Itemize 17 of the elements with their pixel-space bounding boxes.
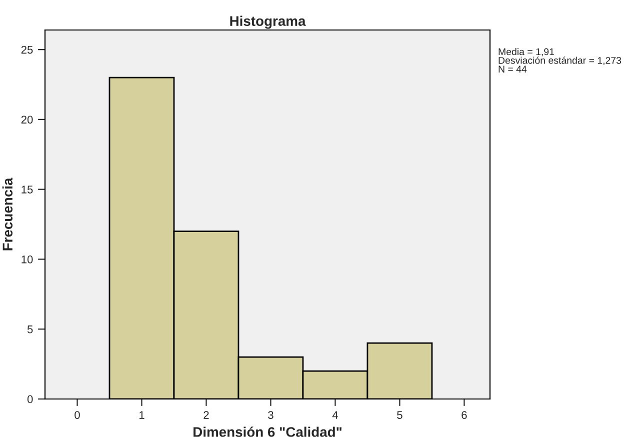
x-tick-label: 0 bbox=[74, 411, 80, 419]
y-tick-label: 5 bbox=[27, 325, 33, 334]
x-tick-label: 3 bbox=[268, 411, 274, 419]
chart-title: Histograma bbox=[230, 16, 306, 29]
x-tick-label: 4 bbox=[332, 411, 338, 419]
x-axis-title: Dimensión 6 "Calidad" bbox=[194, 426, 342, 437]
x-tick-label: 2 bbox=[204, 411, 209, 419]
y-tick-label: 10 bbox=[22, 255, 33, 264]
x-tick-label: 1 bbox=[139, 411, 144, 419]
y-tick-label: 20 bbox=[21, 116, 33, 124]
x-tick-label: 5 bbox=[397, 411, 402, 419]
y-tick-label: 15 bbox=[22, 186, 33, 194]
y-axis-title: Frecuencia bbox=[2, 178, 13, 250]
y-tick-label: 25 bbox=[21, 46, 33, 54]
x-tick-label: 6 bbox=[462, 411, 467, 419]
text: Media = 1,91 Desviación estándar = 1,273 N = 44 bbox=[498, 48, 622, 72]
y-tick-label: 0 bbox=[27, 395, 33, 404]
